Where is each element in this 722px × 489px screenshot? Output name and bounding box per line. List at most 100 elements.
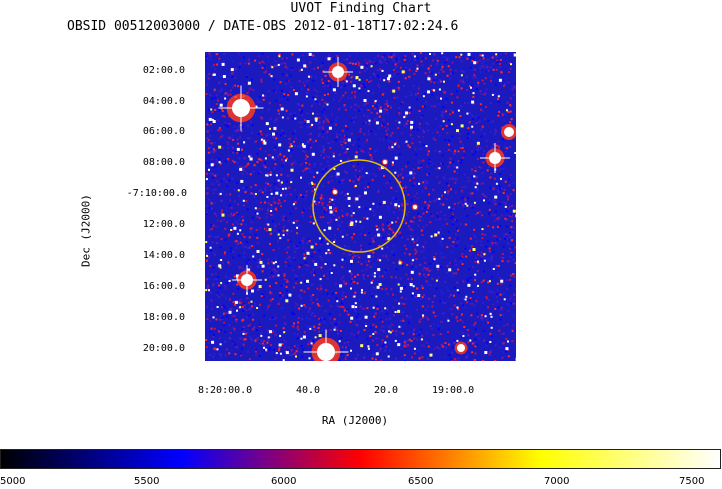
- noise-pixel: [448, 296, 451, 298]
- noise-pixel: [224, 227, 227, 230]
- noise-pixel: [225, 193, 228, 196]
- noise-pixel: [334, 264, 337, 267]
- noise-pixel: [247, 137, 249, 140]
- noise-pixel: [418, 67, 421, 70]
- noise-pixel: [509, 260, 511, 262]
- noise-pixel: [209, 354, 212, 356]
- faint-star: [387, 77, 390, 81]
- noise-pixel: [234, 200, 236, 203]
- noise-pixel: [280, 173, 283, 176]
- faint-star: [267, 336, 270, 339]
- noise-pixel: [393, 254, 395, 257]
- noise-pixel: [293, 345, 296, 348]
- noise-pixel: [375, 149, 378, 152]
- noise-pixel: [393, 53, 396, 56]
- noise-pixel: [319, 163, 322, 166]
- noise-pixel: [297, 197, 299, 200]
- noise-pixel: [496, 192, 499, 194]
- noise-pixel: [423, 256, 425, 259]
- noise-pixel: [372, 172, 375, 175]
- noise-pixel: [357, 261, 360, 263]
- noise-pixel: [490, 275, 493, 278]
- noise-pixel: [427, 173, 430, 176]
- noise-pixel: [409, 227, 412, 230]
- noise-pixel: [407, 144, 410, 147]
- noise-pixel: [414, 252, 417, 255]
- noise-pixel: [261, 52, 264, 55]
- noise-pixel: [472, 76, 475, 79]
- noise-pixel: [366, 264, 369, 267]
- faint-star: [265, 348, 268, 351]
- noise-pixel: [480, 314, 483, 317]
- noise-pixel: [508, 61, 511, 64]
- noise-pixel: [420, 116, 423, 119]
- noise-pixel: [298, 121, 301, 124]
- noise-pixel: [444, 281, 446, 284]
- noise-pixel: [323, 175, 326, 178]
- noise-pixel: [385, 255, 388, 258]
- noise-pixel: [256, 100, 259, 103]
- faint-star: [219, 343, 222, 346]
- noise-pixel: [455, 263, 458, 266]
- noise-pixel: [240, 354, 243, 357]
- noise-pixel: [511, 88, 514, 91]
- noise-pixel: [353, 308, 356, 310]
- noise-pixel: [514, 246, 516, 249]
- noise-pixel: [433, 199, 436, 202]
- noise-pixel: [335, 174, 338, 177]
- noise-pixel: [329, 252, 331, 255]
- noise-pixel: [273, 223, 276, 226]
- noise-pixel: [477, 296, 480, 299]
- noise-pixel: [474, 261, 477, 263]
- faint-star: [473, 201, 476, 204]
- noise-pixel: [298, 294, 301, 297]
- noise-pixel: [296, 351, 299, 354]
- noise-pixel: [438, 181, 441, 184]
- noise-pixel: [438, 150, 441, 153]
- noise-pixel: [419, 147, 422, 150]
- noise-pixel: [424, 187, 427, 190]
- noise-pixel: [279, 104, 282, 107]
- noise-pixel: [463, 81, 466, 84]
- noise-pixel: [378, 167, 380, 170]
- noise-pixel: [213, 347, 216, 350]
- noise-pixel: [268, 211, 271, 214]
- noise-pixel: [358, 170, 361, 173]
- noise-pixel: [509, 297, 512, 300]
- noise-pixel: [502, 332, 505, 335]
- noise-pixel: [487, 69, 490, 72]
- noise-pixel: [346, 234, 349, 236]
- noise-pixel: [350, 332, 353, 335]
- noise-pixel: [462, 71, 465, 74]
- noise-pixel: [241, 233, 244, 236]
- noise-pixel: [207, 284, 210, 287]
- noise-pixel: [221, 293, 224, 296]
- faint-star: [212, 120, 216, 123]
- faint-star: [348, 204, 351, 207]
- faint-star: [275, 174, 278, 177]
- noise-pixel: [357, 145, 360, 147]
- noise-pixel: [222, 261, 224, 264]
- faint-star: [218, 264, 222, 268]
- noise-pixel: [472, 233, 475, 236]
- faint-star: [491, 93, 494, 96]
- faint-star: [398, 302, 401, 305]
- noise-pixel: [228, 324, 231, 327]
- noise-pixel: [222, 304, 225, 307]
- noise-pixel: [308, 167, 311, 170]
- noise-pixel: [441, 312, 444, 315]
- noise-pixel: [284, 274, 287, 277]
- noise-pixel: [244, 338, 247, 341]
- noise-pixel: [501, 342, 504, 345]
- noise-pixel: [424, 308, 427, 311]
- noise-pixel: [284, 323, 287, 326]
- noise-pixel: [237, 52, 240, 55]
- noise-pixel: [472, 57, 475, 60]
- noise-pixel: [353, 334, 356, 337]
- x-axis-label: RA (J2000): [321, 414, 389, 427]
- noise-pixel: [386, 246, 389, 249]
- noise-pixel: [365, 218, 368, 221]
- noise-pixel: [489, 102, 492, 105]
- noise-pixel: [261, 342, 264, 345]
- noise-pixel: [294, 302, 297, 305]
